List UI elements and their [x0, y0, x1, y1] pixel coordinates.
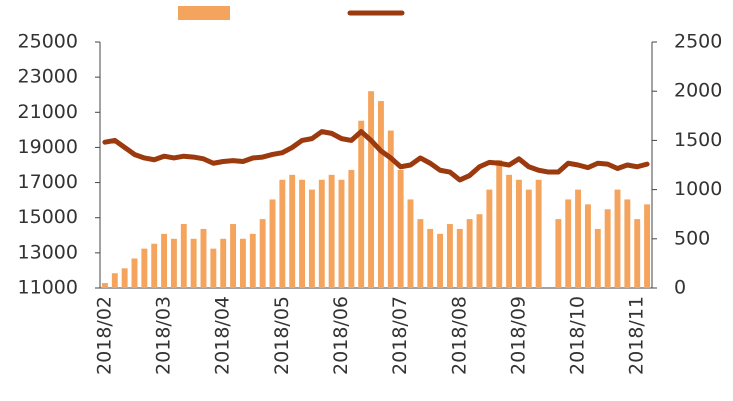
bar — [348, 169, 355, 288]
bar — [506, 174, 513, 288]
bar — [437, 233, 444, 288]
bar — [141, 248, 148, 288]
y-tick-label: 13000 — [18, 241, 78, 263]
legend-swatch — [178, 6, 230, 20]
x-tick-label: 2018/05 — [271, 296, 293, 375]
bar — [111, 273, 118, 288]
bar — [634, 219, 641, 288]
bar — [466, 219, 473, 288]
bar — [239, 238, 246, 288]
bar — [101, 283, 108, 288]
x-tick-label: 2018/02 — [93, 296, 115, 375]
x-tick-label: 2018/09 — [507, 296, 529, 375]
bar — [230, 224, 237, 288]
bar — [555, 219, 562, 288]
bar — [279, 179, 286, 288]
bar — [456, 228, 463, 288]
x-tick-label: 2018/07 — [389, 296, 411, 375]
bar — [417, 219, 424, 288]
x-tick-label: 2018/10 — [567, 296, 589, 375]
bar — [446, 224, 453, 288]
x-tick-label: 2018/06 — [330, 296, 352, 375]
bar — [200, 228, 207, 288]
bar — [594, 228, 601, 288]
x-tick-label: 2018/08 — [448, 296, 470, 375]
bar — [377, 101, 384, 288]
bar — [180, 224, 187, 288]
bar — [476, 214, 483, 288]
bar — [269, 199, 276, 288]
bar — [368, 91, 375, 288]
bar — [299, 179, 306, 288]
x-tick-label: 2018/04 — [212, 296, 234, 375]
bar — [397, 169, 404, 288]
bar — [170, 238, 177, 288]
y-tick-label: 25000 — [18, 31, 78, 53]
y-tick-label: 15000 — [18, 206, 78, 228]
bar — [328, 174, 335, 288]
bar — [338, 179, 345, 288]
bar — [318, 179, 325, 288]
bar — [210, 248, 217, 288]
y-tick-label: 11000 — [18, 277, 78, 299]
bar — [259, 219, 266, 288]
bar — [515, 179, 522, 288]
y-tick-label: 23000 — [18, 66, 78, 88]
bar — [496, 160, 503, 288]
bar — [161, 233, 168, 288]
line — [102, 129, 650, 183]
bar — [131, 258, 138, 288]
bar — [535, 179, 542, 288]
bar — [407, 199, 414, 288]
bar — [151, 243, 158, 288]
bar — [427, 228, 434, 288]
x-tick-label: 2018/11 — [626, 296, 648, 375]
bar — [308, 189, 315, 288]
bar — [486, 189, 493, 288]
x-tick-label: 2018/03 — [153, 296, 175, 375]
y2-tick-label: 2500 — [674, 31, 722, 53]
y2-tick-label: 1500 — [674, 129, 722, 151]
bar — [624, 199, 631, 288]
bar — [644, 204, 651, 288]
bar — [190, 238, 197, 288]
bar — [525, 189, 532, 288]
bar — [358, 120, 365, 288]
y-tick-label: 19000 — [18, 136, 78, 158]
y-tick-label: 21000 — [18, 101, 78, 123]
bar — [289, 174, 296, 288]
y2-tick-label: 0 — [674, 277, 686, 299]
bar — [249, 233, 256, 288]
y-tick-label: 17000 — [18, 171, 78, 193]
bar — [584, 204, 591, 288]
bar — [565, 199, 572, 288]
bar — [575, 189, 582, 288]
bar — [220, 238, 227, 288]
bar — [387, 130, 394, 288]
bar — [121, 268, 128, 288]
y2-tick-label: 500 — [674, 227, 710, 249]
bar — [614, 189, 621, 288]
bar — [604, 209, 611, 288]
y2-tick-label: 1000 — [674, 178, 722, 200]
y2-tick-label: 2000 — [674, 80, 722, 102]
